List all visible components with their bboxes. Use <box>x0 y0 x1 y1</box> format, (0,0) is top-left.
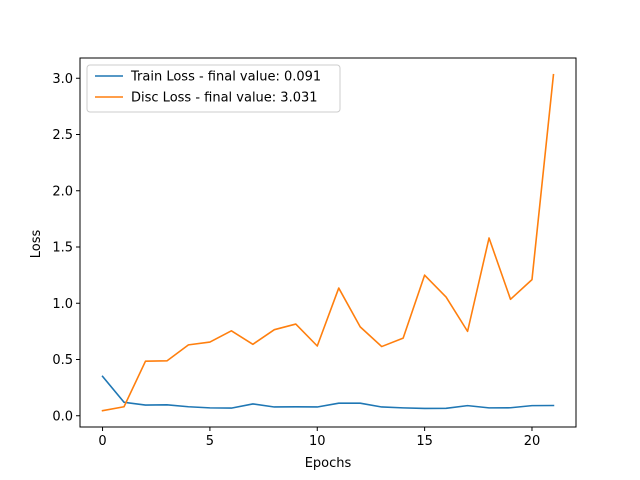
y-tick-label: 3.0 <box>52 72 73 87</box>
y-tick-label: 1.5 <box>52 241 73 256</box>
x-tick-label: 15 <box>416 434 433 449</box>
legend-label-1: Disc Loss - final value: 3.031 <box>131 91 318 106</box>
legend-box <box>86 64 341 113</box>
y-axis-label: Loss <box>29 230 44 259</box>
x-axis-label: Epochs <box>305 456 352 471</box>
y-tick-label: 2.5 <box>52 128 73 143</box>
x-tick-label: 10 <box>309 434 326 449</box>
x-tick-label: 5 <box>206 434 214 449</box>
plot-frame <box>79 57 577 428</box>
lines-layer <box>101 73 555 412</box>
x-tick-label: 0 <box>98 434 106 449</box>
legend-label-0: Train Loss - final value: 0.091 <box>130 70 321 85</box>
y-tick-label: 2.0 <box>52 184 73 199</box>
y-tick-label: 0.5 <box>52 353 73 368</box>
series-line-0 <box>101 375 555 410</box>
y-tick-label: 0.0 <box>52 409 73 424</box>
series-line-1 <box>101 73 555 412</box>
y-tick-label: 1.0 <box>52 297 73 312</box>
x-axis-ticks: 0 5 10 15 20 <box>98 427 540 449</box>
y-axis-ticks: 0.0 0.5 1.0 1.5 2.0 2.5 3.0 <box>52 72 80 424</box>
x-tick-label: 20 <box>524 434 541 449</box>
legend: Train Loss - final value: 0.091 Disc Loss… <box>86 64 341 113</box>
